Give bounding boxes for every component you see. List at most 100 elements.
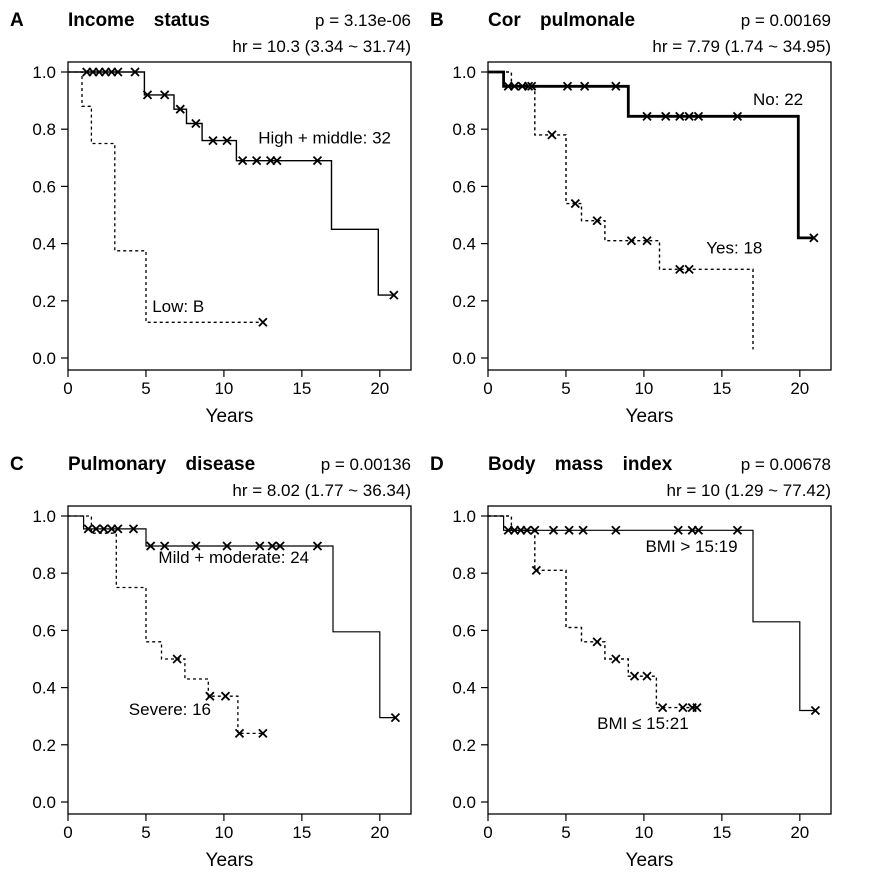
y-tick-label: 0.0	[32, 793, 56, 812]
censor-mark	[275, 541, 285, 551]
x-tick-label: 0	[483, 379, 492, 398]
y-tick-label: 0.4	[452, 235, 476, 254]
censor-stroke	[592, 216, 602, 226]
censor-stroke	[175, 104, 185, 114]
series-label: Low: B	[152, 297, 204, 316]
censor-stroke	[172, 654, 182, 664]
x-tick-label: 15	[712, 823, 731, 842]
censor-mark	[191, 541, 201, 551]
censor-stroke	[312, 541, 323, 551]
censor-mark	[592, 216, 602, 226]
censor-stroke	[810, 705, 821, 716]
censor-stroke	[642, 671, 652, 681]
censor-mark	[160, 90, 170, 100]
censor-mark	[642, 236, 652, 246]
censor-mark	[809, 233, 819, 243]
censor-stroke	[732, 111, 743, 121]
censor-mark	[629, 671, 640, 681]
censor-stroke	[509, 81, 520, 91]
censor-stroke	[693, 525, 704, 535]
censor-stroke	[390, 712, 401, 723]
censor-stroke	[258, 317, 268, 327]
y-tick-label: 0.8	[452, 564, 476, 583]
chart-title: Cor pulmonale	[488, 10, 635, 31]
censor-stroke	[732, 525, 743, 535]
censor-mark	[222, 541, 232, 551]
y-tick-label: 0.6	[452, 177, 476, 196]
censor-mark	[692, 702, 702, 713]
censor-mark	[578, 525, 588, 535]
censor-mark	[91, 524, 101, 534]
chart-title: Income status	[68, 10, 210, 31]
plot-frame	[67, 61, 412, 371]
p-value-text: p = 0.00136	[321, 455, 411, 474]
censor-mark	[611, 81, 621, 91]
censor-stroke	[160, 90, 170, 100]
y-tick-label: 0.8	[32, 564, 56, 583]
panel-letter: C	[10, 454, 24, 475]
y-tick-label: 0.6	[32, 177, 56, 196]
y-tick-label: 0.2	[32, 736, 56, 755]
censor-stroke	[237, 156, 248, 166]
panel-letter: D	[430, 454, 444, 475]
series-label: No: 22	[753, 90, 803, 109]
x-tick-label: 10	[634, 379, 653, 398]
censor-mark	[258, 317, 268, 327]
y-tick-label: 0.0	[452, 793, 476, 812]
series-line-2	[488, 515, 697, 709]
censor-mark	[272, 156, 282, 166]
censor-stroke	[692, 702, 702, 713]
censor-mark	[160, 541, 170, 551]
series-label: Severe: 16	[129, 700, 211, 719]
censor-stroke	[629, 671, 640, 681]
plot-frame	[487, 61, 832, 371]
censor-stroke	[531, 565, 541, 575]
x-tick-label: 0	[483, 823, 492, 842]
censor-stroke	[234, 728, 245, 738]
y-tick-label: 0.0	[32, 349, 56, 368]
censor-stroke	[222, 136, 232, 146]
series-line-1	[488, 70, 814, 240]
y-tick-label: 0.2	[32, 292, 56, 311]
censor-stroke	[267, 541, 277, 551]
censor-mark	[678, 702, 688, 713]
x-tick-label: 5	[141, 379, 150, 398]
censor-stroke	[258, 728, 268, 738]
censor-mark	[547, 130, 557, 140]
censor-mark	[113, 524, 123, 534]
censor-mark	[142, 90, 153, 100]
panel-c: C Pulmonary disease p = 0.00136 hr = 8.02 (…	[10, 454, 412, 871]
censor-mark	[675, 111, 685, 121]
x-axis-label: Years	[206, 850, 254, 871]
x-tick-label: 5	[561, 379, 570, 398]
censor-mark	[222, 136, 232, 146]
censor-mark	[564, 525, 574, 535]
x-axis-label: Years	[626, 850, 674, 871]
y-tick-label: 0.4	[32, 235, 56, 254]
censor-stroke	[83, 524, 93, 534]
series-line-1	[488, 515, 816, 712]
series-label: High + middle: 32	[258, 129, 391, 148]
censor-stroke	[684, 111, 694, 121]
censor-stroke	[661, 111, 671, 121]
censor-mark	[113, 67, 123, 77]
y-tick-label: 0.4	[452, 679, 476, 698]
censor-stroke	[642, 111, 652, 121]
censor-mark	[234, 728, 245, 738]
x-tick-label: 5	[141, 823, 150, 842]
censor-mark	[562, 81, 573, 91]
censor-mark	[175, 104, 185, 114]
censor-mark	[810, 705, 821, 716]
censor-stroke	[191, 541, 201, 551]
panel-letter: A	[10, 10, 24, 31]
censor-stroke	[389, 290, 399, 300]
censor-mark	[191, 118, 201, 129]
hazard-ratio-text: hr = 10.3 (3.34 ~ 31.74)	[232, 37, 411, 56]
censor-mark	[312, 156, 323, 166]
censor-stroke	[548, 525, 559, 535]
censor-mark	[580, 81, 590, 91]
hazard-ratio-text: hr = 7.79 (1.74 ~ 34.95)	[652, 37, 831, 56]
y-tick-label: 0.6	[452, 621, 476, 640]
censor-stroke	[272, 156, 282, 166]
x-tick-label: 0	[63, 823, 72, 842]
